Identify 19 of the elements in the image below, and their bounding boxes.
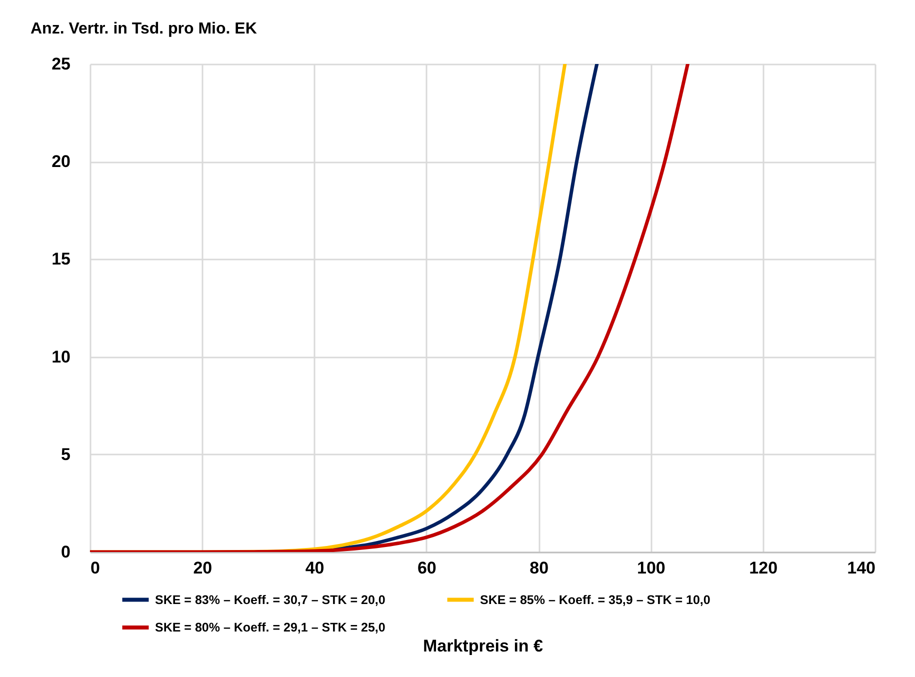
x-tick-label: 60 bbox=[417, 558, 436, 578]
x-tick-label: 140 bbox=[847, 558, 876, 578]
legend-label: SKE = 80% – Koeff. = 29,1 – STK = 25,0 bbox=[155, 620, 386, 634]
x-tick-label: 0 bbox=[90, 558, 100, 578]
y-axis-title: Anz. Vertr. in Tsd. pro Mio. EK bbox=[30, 20, 258, 38]
y-tick-label: 20 bbox=[52, 152, 70, 172]
y-tick-label: 5 bbox=[61, 444, 70, 464]
x-tick-label: 20 bbox=[193, 558, 212, 578]
x-axis-title: Marktpreis in € bbox=[423, 636, 544, 656]
x-tick-label: 40 bbox=[305, 558, 324, 578]
x-tick-label: 80 bbox=[530, 558, 549, 578]
x-tick-label: 100 bbox=[637, 558, 666, 578]
x-tick-label: 120 bbox=[749, 558, 778, 578]
y-tick-label: 25 bbox=[52, 54, 70, 74]
legend-label: SKE = 85% – Koeff. = 35,9 – STK = 10,0 bbox=[480, 592, 710, 607]
y-tick-label: 10 bbox=[52, 347, 70, 366]
y-tick-label: 15 bbox=[52, 250, 70, 269]
y-tick-label: 0 bbox=[61, 542, 70, 562]
legend-label: SKE = 83% – Koeff. = 30,7 – STK = 20,0 bbox=[155, 592, 386, 607]
